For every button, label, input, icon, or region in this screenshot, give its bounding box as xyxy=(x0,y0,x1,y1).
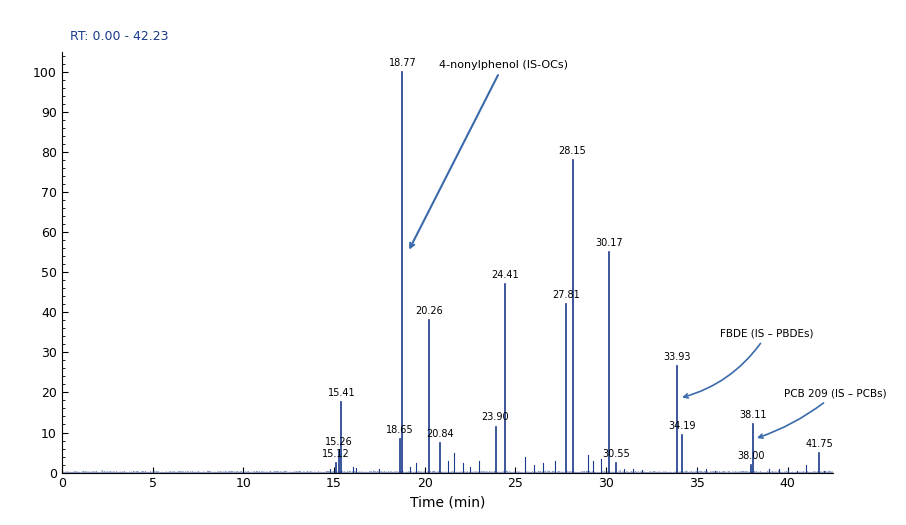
Text: 33.93: 33.93 xyxy=(664,352,691,362)
X-axis label: Time (min): Time (min) xyxy=(410,496,485,510)
Text: 41.75: 41.75 xyxy=(805,438,834,448)
Text: 28.15: 28.15 xyxy=(559,146,586,156)
Text: 4-nonylphenol (IS-OCs): 4-nonylphenol (IS-OCs) xyxy=(410,60,568,248)
Text: 20.26: 20.26 xyxy=(416,306,443,316)
Text: 18.77: 18.77 xyxy=(389,58,416,68)
Text: 15.26: 15.26 xyxy=(325,436,352,447)
Text: 38.11: 38.11 xyxy=(739,411,767,421)
Text: 24.41: 24.41 xyxy=(491,270,518,280)
Text: 20.84: 20.84 xyxy=(426,428,454,438)
Text: 38.00: 38.00 xyxy=(737,450,765,460)
Text: 30.55: 30.55 xyxy=(602,448,630,458)
Text: PCB 209 (IS – PCBs): PCB 209 (IS – PCBs) xyxy=(758,388,887,438)
Text: 27.81: 27.81 xyxy=(553,290,581,300)
Text: 15.41: 15.41 xyxy=(328,388,355,398)
Text: FBDE (IS – PBDEs): FBDE (IS – PBDEs) xyxy=(684,328,814,398)
Text: 34.19: 34.19 xyxy=(669,421,696,430)
Text: RT: 0.00 - 42.23: RT: 0.00 - 42.23 xyxy=(70,30,169,44)
Text: 23.90: 23.90 xyxy=(482,413,509,423)
Text: 18.65: 18.65 xyxy=(387,425,414,435)
Text: 30.17: 30.17 xyxy=(595,238,623,248)
Text: 15.12: 15.12 xyxy=(323,448,350,458)
